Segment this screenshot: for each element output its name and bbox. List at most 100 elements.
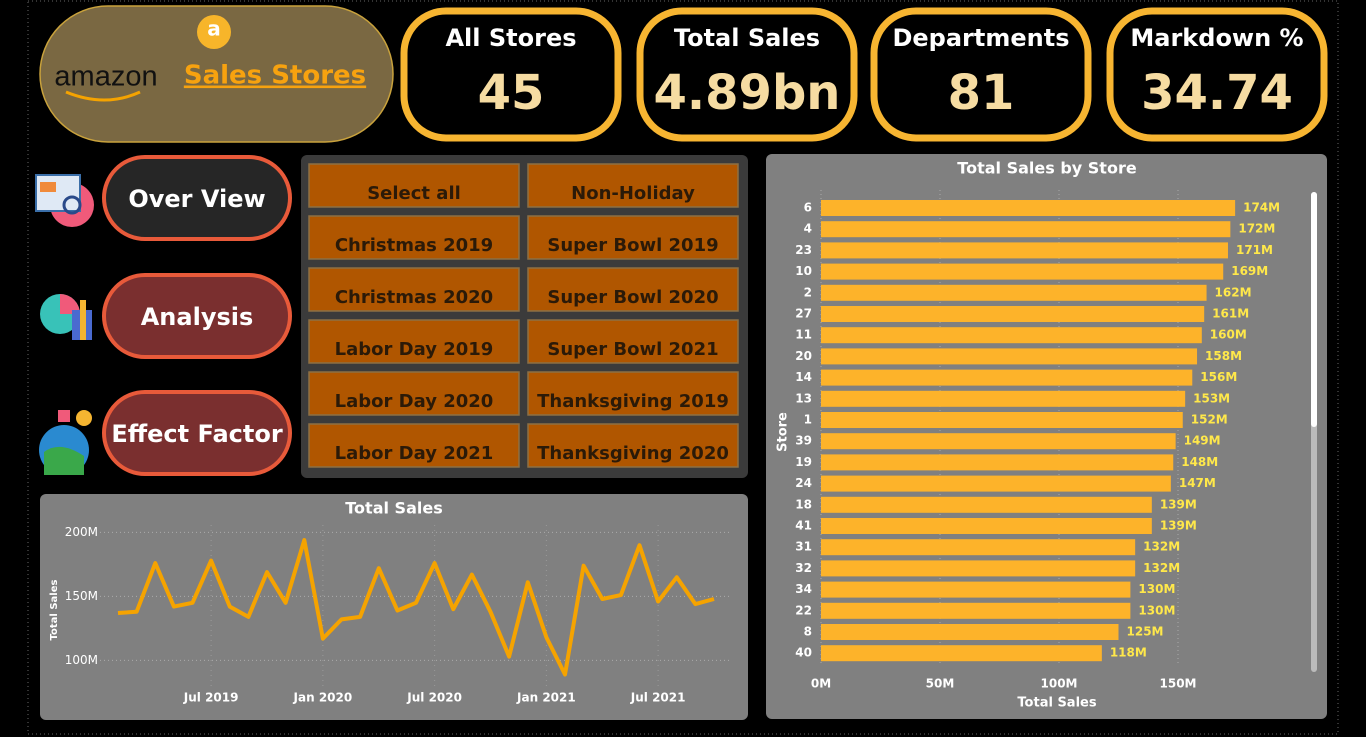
nav-label[interactable]: Over View — [128, 185, 265, 213]
filter-label[interactable]: Super Bowl 2021 — [547, 339, 718, 360]
filter-button[interactable] — [527, 371, 739, 416]
data-label: 148M — [1181, 455, 1218, 469]
y-tick-label: 8 — [804, 625, 812, 639]
x-tick-label: 150M — [1160, 677, 1197, 691]
bar — [821, 221, 1231, 238]
bar — [821, 581, 1131, 598]
y-tick-label: 18 — [795, 497, 812, 511]
nav-label[interactable]: Effect Factor — [111, 420, 283, 448]
data-label: 152M — [1191, 413, 1228, 427]
y-axis-title: Total Sales — [49, 580, 60, 641]
nav-button[interactable] — [102, 273, 292, 359]
y-tick-label: 200M — [65, 525, 98, 539]
chart-title: Total Sales — [345, 499, 442, 518]
filter-button[interactable] — [308, 267, 520, 312]
kpi-card — [870, 7, 1092, 142]
x-tick-label: 100M — [1041, 677, 1078, 691]
data-label: 132M — [1143, 540, 1180, 554]
y-tick-label: 100M — [65, 653, 98, 667]
x-tick-label: Jul 2019 — [183, 691, 239, 705]
filter-label[interactable]: Labor Day 2020 — [335, 391, 494, 412]
y-tick-label: 32 — [795, 561, 812, 575]
filter-button[interactable] — [308, 163, 520, 208]
logo-box — [39, 5, 394, 143]
data-label: 174M — [1243, 201, 1280, 215]
kpi-label: All Stores — [445, 24, 576, 52]
data-label: 132M — [1143, 561, 1180, 575]
filter-button[interactable] — [527, 423, 739, 468]
data-label: 160M — [1210, 328, 1247, 342]
filter-button[interactable] — [527, 215, 739, 260]
y-tick-label: 150M — [65, 589, 98, 603]
bar — [821, 369, 1193, 386]
filter-button[interactable] — [527, 267, 739, 312]
kpi-card — [1106, 7, 1328, 142]
logo-icon — [197, 15, 231, 49]
line-series — [117, 538, 715, 677]
nav-button[interactable] — [102, 390, 292, 476]
filter-label[interactable]: Thanksgiving 2019 — [537, 391, 729, 412]
kpi-value: 34.74 — [1141, 65, 1293, 121]
filter-button[interactable] — [308, 371, 520, 416]
filter-button[interactable] — [527, 319, 739, 364]
filter-label[interactable]: Labor Day 2019 — [335, 339, 494, 360]
bar — [821, 560, 1136, 577]
filter-label[interactable]: Christmas 2020 — [335, 287, 493, 308]
y-tick-label: 40 — [795, 646, 812, 660]
data-label: 171M — [1236, 243, 1273, 257]
y-tick-label: 34 — [795, 582, 812, 596]
effect-icon — [39, 410, 92, 475]
data-label: 147M — [1179, 476, 1216, 490]
data-label: 125M — [1127, 625, 1164, 639]
bar — [821, 306, 1205, 322]
bar — [821, 390, 1186, 407]
logo-smile — [65, 90, 141, 102]
nav-label[interactable]: Analysis — [141, 303, 254, 331]
filter-label[interactable]: Select all — [367, 183, 461, 204]
filter-label[interactable]: Christmas 2019 — [335, 235, 493, 256]
y-tick-label: 10 — [795, 264, 812, 278]
x-tick-label: Jan 2021 — [516, 691, 576, 705]
nav-button[interactable] — [102, 155, 292, 241]
kpi-label: Departments — [892, 24, 1069, 52]
kpi-card — [400, 7, 622, 142]
filter-label[interactable]: Non-Holiday — [571, 183, 695, 204]
y-tick-label: 6 — [804, 201, 812, 215]
filter-label[interactable]: Super Bowl 2020 — [547, 287, 718, 308]
y-tick-label: 2 — [804, 285, 812, 299]
data-label: 118M — [1110, 646, 1147, 660]
filter-label[interactable]: Thanksgiving 2020 — [537, 443, 729, 464]
bar — [821, 284, 1207, 301]
y-tick-label: 11 — [795, 328, 812, 342]
data-label: 172M — [1238, 222, 1275, 236]
data-label: 139M — [1160, 519, 1197, 533]
kpi-value: 81 — [948, 65, 1015, 121]
bar — [821, 518, 1152, 534]
y-tick-label: 27 — [795, 307, 812, 321]
brand: amazon — [54, 61, 157, 93]
data-label: 169M — [1231, 264, 1268, 278]
filter-button[interactable] — [308, 215, 520, 260]
y-tick-label: 24 — [795, 476, 812, 490]
data-label: 149M — [1184, 434, 1221, 448]
data-label: 130M — [1138, 582, 1175, 596]
filter-label[interactable]: Labor Day 2021 — [335, 443, 494, 464]
bar — [821, 433, 1176, 450]
filter-button[interactable] — [308, 423, 520, 468]
bar — [821, 624, 1119, 640]
filter-button[interactable] — [308, 319, 520, 364]
data-label: 162M — [1215, 285, 1252, 299]
bar — [821, 645, 1102, 662]
y-tick-label: 39 — [795, 434, 812, 448]
y-tick-label: 14 — [795, 370, 812, 384]
x-tick-label: 0M — [811, 677, 831, 691]
bar — [821, 412, 1183, 428]
filter-label[interactable]: Super Bowl 2019 — [547, 235, 718, 256]
filter-button[interactable] — [527, 163, 739, 208]
y-tick-label: 31 — [795, 540, 812, 554]
kpi-label: Markdown % — [1130, 24, 1303, 52]
y-tick-label: 20 — [795, 349, 812, 363]
y-tick-label: 23 — [795, 243, 812, 257]
bar — [821, 602, 1131, 619]
